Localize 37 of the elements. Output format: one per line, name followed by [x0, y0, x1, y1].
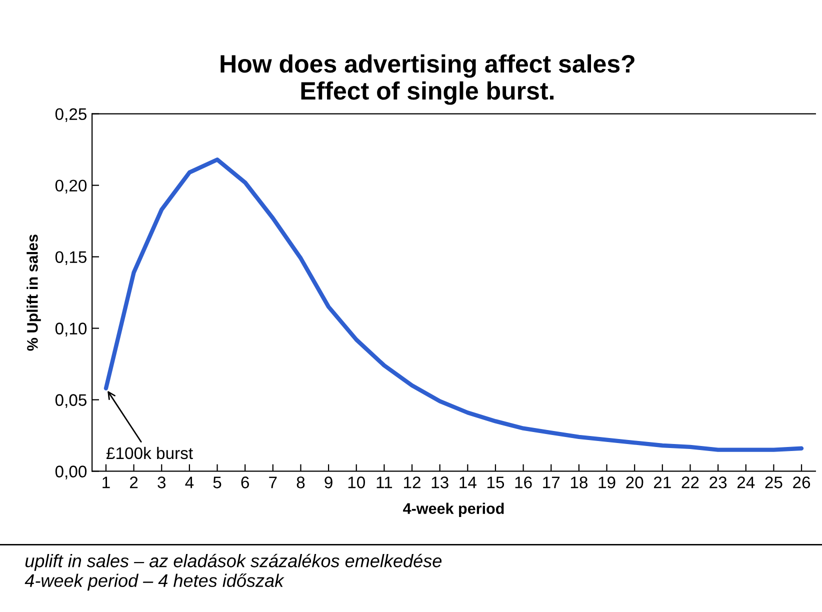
x-tick-label: 20 [626, 476, 644, 488]
x-tick-label: 6 [241, 476, 249, 488]
x-tick-label: 2 [130, 476, 138, 488]
x-tick-label: 15 [487, 476, 504, 488]
annotation: £100k burst [106, 446, 193, 460]
x-tick-label: 24 [737, 476, 755, 488]
text: uplift in sales – az eladások százalékos emelkedése 4-week period – 4 hetes időszak [24, 554, 442, 591]
x-tick-label: 23 [710, 476, 727, 488]
y-tick-label: 0,25 [55, 108, 87, 122]
x-tick-label: 4 [185, 476, 194, 488]
x-tick-label: 12 [404, 476, 420, 488]
x-tick-label: 8 [296, 476, 305, 488]
x-tick-label: 5 [213, 476, 222, 488]
x-tick-label: 19 [598, 476, 616, 488]
x-tick-label: 21 [654, 476, 671, 488]
x-tick-label: 16 [515, 476, 532, 488]
y-tick-label: 0,10 [55, 322, 87, 336]
y-tick-label: 0,00 [55, 466, 87, 480]
y-axis-title: % Uplift in sales [26, 234, 41, 351]
y-tick-label: 0,15 [55, 251, 87, 265]
chart-title: How does advertising affect sales? Effect of single burst. [220, 54, 634, 105]
y-tick-label: 0,20 [55, 180, 87, 194]
x-tick-label: 7 [269, 476, 277, 488]
x-tick-label: 22 [682, 476, 699, 488]
x-tick-label: 9 [324, 476, 332, 488]
x-tick-label: 14 [460, 476, 476, 488]
x-tick-label: 11 [376, 476, 392, 488]
x-tick-label: 26 [793, 476, 810, 488]
x-tick-label: 13 [432, 476, 448, 488]
x-axis-title: 4-week period [403, 502, 504, 517]
x-tick-label: 17 [543, 476, 560, 488]
y-tick-label: 0,05 [55, 394, 87, 408]
x-tick-label: 10 [348, 476, 365, 488]
x-tick-label: 25 [765, 476, 782, 488]
x-tick-label: 1 [102, 476, 110, 488]
x-tick-label: 18 [570, 476, 588, 488]
x-tick-label: 3 [158, 476, 166, 488]
